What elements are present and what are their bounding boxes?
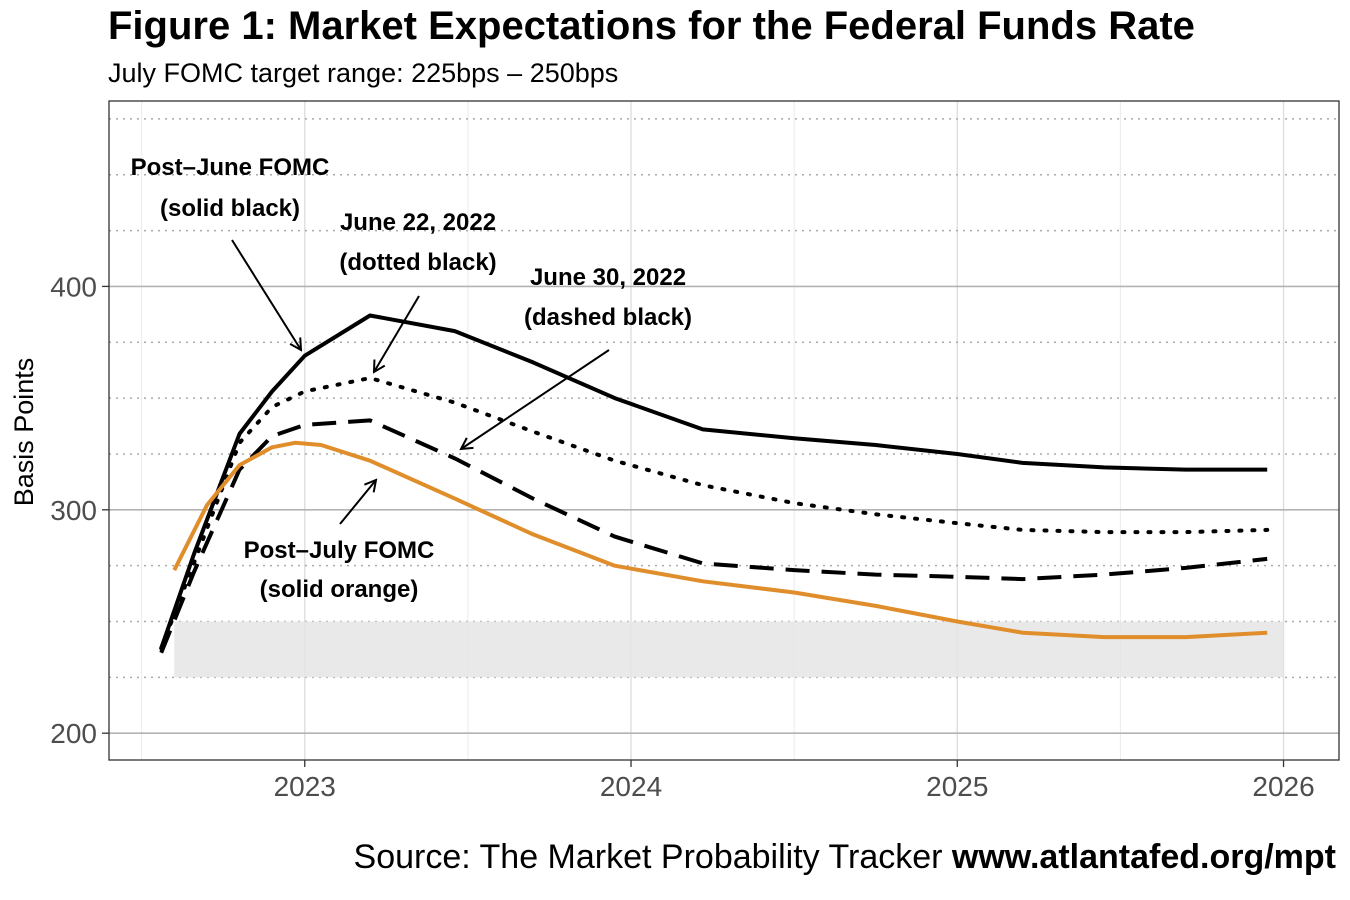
annotation-post-june-arrow xyxy=(231,239,301,350)
annotation-june22-line1: June 22, 2022 xyxy=(340,209,496,236)
annotation-post-june-line1: Post–June FOMC xyxy=(131,154,330,181)
y-axis-label: Basis Points xyxy=(9,358,39,507)
x-tick-label: 2024 xyxy=(600,771,662,802)
annotation-june22-arrow xyxy=(374,295,420,372)
y-tick-label: 200 xyxy=(50,718,97,749)
annotation-post-july-line2: (solid orange) xyxy=(260,576,419,603)
annotation-post-july-line1: Post–July FOMC xyxy=(244,537,435,564)
annotation-post-july-arrow xyxy=(339,480,376,525)
annotation-june22-line2: (dotted black) xyxy=(339,249,496,276)
chart-subtitle: July FOMC target range: 225bps – 250bps xyxy=(108,58,619,88)
series-june-30-2022 xyxy=(159,418,1268,654)
series-post-june-fomc xyxy=(159,313,1268,649)
target-range-band xyxy=(174,621,1284,678)
y-tick-label: 300 xyxy=(50,495,97,526)
x-tick-label: 2023 xyxy=(274,771,336,802)
source-link[interactable]: www.atlantafed.org/mpt xyxy=(951,838,1336,876)
plot-border xyxy=(108,100,1340,761)
annotation-june30-line1: June 30, 2022 xyxy=(530,264,686,291)
source-note: Source: The Market Probability Tracker w… xyxy=(354,838,1336,877)
annotation-june30-line2: (dashed black) xyxy=(524,304,692,331)
annotation-post-june-line2: (solid black) xyxy=(160,195,300,222)
y-tick-label: 400 xyxy=(50,271,97,302)
page-title: Figure 1: Market Expectations for the Fe… xyxy=(108,4,1195,48)
x-tick-label: 2026 xyxy=(1252,771,1314,802)
series-post-july-fomc xyxy=(172,440,1268,640)
annotation-june30-arrow xyxy=(461,349,610,449)
source-prefix: Source: The Market Probability Tracker xyxy=(353,838,952,876)
x-tick-label: 2025 xyxy=(926,771,988,802)
fed-funds-chart: 2023 2024 2025 2026 200 300 400 Post–June FOMC… xyxy=(9,100,1340,802)
